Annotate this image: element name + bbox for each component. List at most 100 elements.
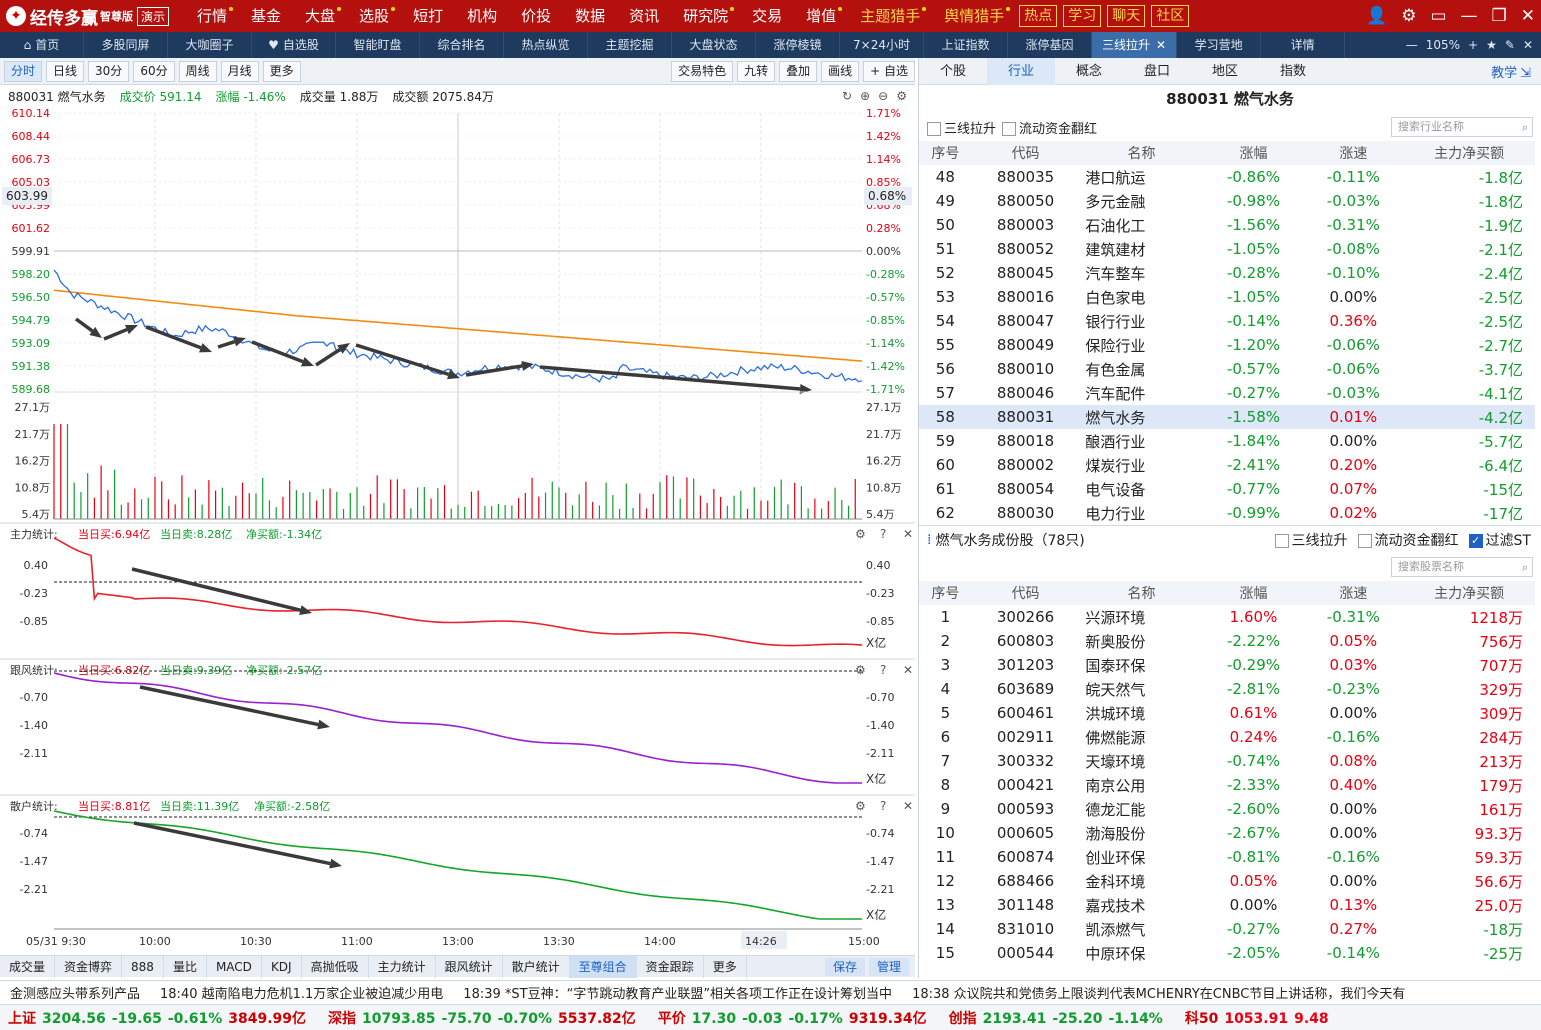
restore-icon[interactable]: ❐: [1491, 6, 1507, 26]
top-menu-7[interactable]: 数据: [563, 0, 617, 32]
index-quote-1[interactable]: 深指 10793.85 -75.70 -0.70% 5537.82亿: [320, 1008, 650, 1028]
close-icon[interactable]: ✕: [903, 527, 913, 541]
nav-tab-7[interactable]: 主题挖掘: [588, 32, 672, 58]
constituent-filter-2[interactable]: ✓ 过滤ST: [1468, 530, 1531, 550]
nav-tab-1[interactable]: 多股同屏: [84, 32, 168, 58]
table-row[interactable]: 10 000605 渤海股份 -2.67% 0.00% 93.3万: [919, 821, 1535, 845]
layout-icon[interactable]: ▭: [1430, 6, 1447, 26]
top-special-1[interactable]: 舆情猎手: [932, 0, 1016, 32]
indicator-tab-4[interactable]: MACD: [207, 955, 262, 978]
column-header[interactable]: 名称: [1079, 141, 1204, 165]
nav-tab-3[interactable]: ♥ 自选股: [252, 32, 336, 58]
right-tab-1[interactable]: 行业: [987, 57, 1055, 85]
indicator-action-0[interactable]: 保存: [824, 958, 865, 976]
period-button-3[interactable]: 60分: [133, 60, 175, 82]
table-row[interactable]: 56 880010 有色金属 -0.57% -0.06% -3.7亿: [919, 357, 1535, 381]
indicator-tab-7[interactable]: 主力统计: [369, 955, 436, 978]
intraday-chart[interactable]: 610.14 1.71% 608.44 1.42% 606.73 1.14% 605.03 0…: [0, 107, 915, 955]
news-item[interactable]: 金测感应头带系列产品: [10, 987, 141, 1002]
minimize-icon[interactable]: —: [1460, 6, 1478, 26]
table-row[interactable]: 59 880018 酿酒行业 -1.84% 0.00% -5.7亿: [919, 429, 1535, 453]
period-button-6[interactable]: 更多: [262, 60, 301, 82]
table-row[interactable]: 8 000421 南京公用 -2.33% 0.40% 179万: [919, 773, 1535, 797]
help-icon[interactable]: ?: [880, 799, 886, 813]
table-row[interactable]: 48 880035 港口航运 -0.86% -0.11% -1.8亿: [919, 165, 1535, 189]
close-icon[interactable]: ✕: [1520, 6, 1535, 26]
nav-tab-4[interactable]: 智能盯盘: [336, 32, 420, 58]
column-header[interactable]: 涨幅: [1203, 581, 1304, 605]
chart-tool-0[interactable]: 交易特色: [671, 60, 734, 82]
top-special-0[interactable]: 主题猎手: [848, 0, 932, 32]
table-row[interactable]: 4 603689 皖天然气 -2.81% -0.23% 329万: [919, 677, 1535, 701]
top-menu-6[interactable]: 价投: [509, 0, 563, 32]
top-box-0[interactable]: 热点: [1019, 5, 1058, 27]
chart-tool-4[interactable]: + 自选: [863, 60, 915, 82]
top-box-1[interactable]: 学习: [1063, 5, 1102, 27]
table-row[interactable]: 51 880052 建筑建材 -1.05% -0.08% -2.1亿: [919, 237, 1535, 261]
indicator-tab-0[interactable]: 成交量: [0, 955, 56, 978]
nav-tab-6[interactable]: 热点纵览: [504, 32, 588, 58]
zoom-in-chart-icon[interactable]: ⊕: [860, 89, 871, 103]
chart-tool-3[interactable]: 画线: [821, 60, 860, 82]
column-header[interactable]: 代码: [971, 141, 1080, 165]
period-button-5[interactable]: 月线: [220, 60, 259, 82]
news-item[interactable]: 18:40 越南陷电力危机1.1万家企业被迫减少用电: [160, 987, 444, 1002]
column-header[interactable]: 代码: [971, 581, 1080, 605]
table-row[interactable]: 62 880030 电力行业 -0.99% 0.02% -17亿: [919, 501, 1535, 525]
table-row[interactable]: 5 600461 洪城环境 0.61% 0.00% 309万: [919, 701, 1535, 725]
constituent-filter-0[interactable]: 三线拉升: [1274, 530, 1348, 550]
news-item[interactable]: 18:38 众议院共和党债务上限谈判代表MCHENRY在CNBC节目上讲话称，我…: [912, 987, 1406, 1002]
table-row[interactable]: 1 300266 兴源环境 1.60% -0.31% 1218万: [919, 605, 1535, 629]
column-header[interactable]: 主力净买额: [1403, 141, 1535, 165]
table-row[interactable]: 54 880047 银行行业 -0.14% 0.36% -2.5亿: [919, 309, 1535, 333]
indicator-tab-6[interactable]: 高抛低吸: [302, 955, 369, 978]
top-menu-0[interactable]: 行情: [185, 0, 239, 32]
indicator-action-1[interactable]: 管理: [868, 958, 909, 976]
nav-tab-14[interactable]: 学习营地: [1177, 32, 1262, 58]
column-header[interactable]: 涨速: [1303, 141, 1404, 165]
top-menu-5[interactable]: 机构: [455, 0, 509, 32]
indicator-tab-3[interactable]: 量比: [164, 955, 207, 978]
teach-link[interactable]: 教学 ⇲: [1491, 62, 1531, 81]
index-quote-0[interactable]: 上证 3204.56 -19.65 -0.61% 3849.99亿: [0, 1008, 320, 1028]
indicator-tab-1[interactable]: 资金博弈: [55, 955, 123, 978]
top-box-2[interactable]: 聊天: [1107, 5, 1146, 27]
nav-tab-12[interactable]: 涨停基因: [1008, 32, 1092, 58]
table-row[interactable]: 7 300332 天壕环境 -0.74% 0.08% 213万: [919, 749, 1535, 773]
nav-tab-2[interactable]: 大咖圈子: [168, 32, 252, 58]
close-icon[interactable]: ✕: [903, 663, 913, 677]
period-button-0[interactable]: 分时: [4, 60, 43, 82]
column-header[interactable]: 序号: [919, 581, 972, 605]
top-menu-2[interactable]: 大盘: [293, 0, 347, 32]
gear-icon[interactable]: ⚙: [1401, 6, 1417, 26]
top-menu-1[interactable]: 基金: [239, 0, 293, 32]
settings-icon[interactable]: ⚙: [896, 89, 907, 103]
zoom-in-icon[interactable]: +: [1468, 38, 1479, 52]
column-header[interactable]: 涨幅: [1203, 141, 1304, 165]
nav-tab-0[interactable]: ⌂ 首页: [0, 32, 84, 58]
indicator-tab-5[interactable]: KDJ: [262, 955, 302, 978]
table-row[interactable]: 49 880050 多元金融 -0.98% -0.03% -1.8亿: [919, 189, 1535, 213]
nav-tab-10[interactable]: 7×24小时: [840, 32, 924, 58]
gear-icon[interactable]: ⚙: [855, 799, 866, 813]
top-menu-11[interactable]: 增值: [794, 0, 848, 32]
table-row[interactable]: 14 831010 凯添燃气 -0.27% 0.27% -18万: [919, 917, 1535, 941]
indicator-tab-2[interactable]: 888: [122, 955, 164, 978]
table-row[interactable]: 6 002911 佛燃能源 0.24% -0.16% 284万: [919, 725, 1535, 749]
top-menu-4[interactable]: 短打: [401, 0, 455, 32]
zoom-out-chart-icon[interactable]: ⊖: [878, 89, 889, 103]
indicator-tab-9[interactable]: 散户统计: [503, 955, 570, 978]
table-row[interactable]: 12 688466 金科环境 0.05% 0.00% 56.6万: [919, 869, 1535, 893]
table-row[interactable]: 60 880002 煤炭行业 -2.41% 0.20% -6.4亿: [919, 453, 1535, 477]
table-row[interactable]: 13 301148 嘉戎技术 0.00% 0.13% 25.0万: [919, 893, 1535, 917]
index-quote-4[interactable]: 科50 1053.91 9.48: [1177, 1008, 1343, 1028]
top-box-3[interactable]: 社区: [1151, 5, 1190, 27]
index-quote-2[interactable]: 平价 17.30 -0.03 -0.17% 9319.34亿: [650, 1008, 941, 1028]
right-tab-0[interactable]: 个股: [939, 63, 966, 79]
news-ticker[interactable]: 金测感应头带系列产品 18:40 越南陷电力危机1.1万家企业被迫减少用电 18:3…: [0, 980, 1541, 1004]
indicator-tab-12[interactable]: 更多: [704, 955, 747, 978]
table-row[interactable]: 55 880049 保险行业 -1.20% -0.06% -2.7亿: [919, 333, 1535, 357]
nav-tab-8[interactable]: 大盘状态: [672, 32, 756, 58]
help-icon[interactable]: ?: [880, 663, 886, 677]
table-row[interactable]: 53 880016 白色家电 -1.05% 0.00% -2.5亿: [919, 285, 1535, 309]
